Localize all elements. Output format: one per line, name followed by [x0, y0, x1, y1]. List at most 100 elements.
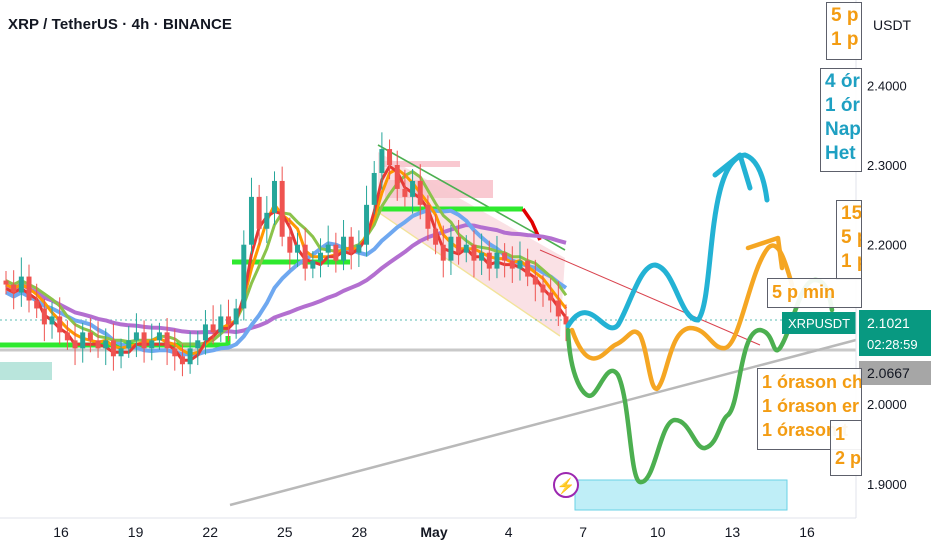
- candle-body: [95, 340, 101, 349]
- candle-body: [156, 332, 162, 341]
- candle-body: [241, 244, 247, 309]
- candle-body: [172, 348, 178, 357]
- x-tick-label: 7: [579, 524, 587, 540]
- symbol-badge: XRPUSDT: [788, 316, 850, 331]
- candle-body: [486, 252, 492, 269]
- scenario-orange-arrow: [745, 235, 785, 271]
- candle-body: [302, 244, 308, 269]
- candle-body: [417, 180, 423, 205]
- annotation-mid-orange: 15 5 p 1 p: [836, 200, 862, 280]
- annotation-hour-box: 1 órason ch 1 órason er 1 órason t: [757, 368, 862, 450]
- candle-body: [295, 244, 301, 253]
- candle-body: [479, 252, 485, 261]
- candle-body: [348, 236, 354, 253]
- candle-body: [118, 348, 124, 357]
- candle-body: [310, 260, 316, 269]
- candle-body: [425, 204, 431, 229]
- x-tick-label: 10: [650, 524, 666, 540]
- candle-body: [264, 212, 270, 229]
- y-tick-label: 2.2000: [867, 238, 907, 253]
- annotation-five-min: 5 p min: [767, 278, 862, 308]
- candle-body: [333, 244, 339, 261]
- candle-body: [341, 236, 347, 261]
- demand-zone: [0, 362, 52, 380]
- candle-body: [371, 172, 377, 205]
- candle-body: [471, 244, 477, 261]
- annotation-line: 15: [841, 203, 862, 224]
- y-tick-label: 2.3000: [867, 158, 907, 173]
- symbol-badge-bg: [782, 312, 856, 334]
- annotation-line: 5 p: [841, 227, 861, 248]
- candle-body: [532, 276, 538, 285]
- candle-body: [133, 332, 139, 341]
- y-tick-label: 2.0000: [867, 397, 907, 412]
- x-tick-label: 19: [128, 524, 144, 540]
- annotation-line: Het: [825, 143, 856, 164]
- price-axis-unit: USDT: [873, 17, 912, 33]
- target-zone: [574, 479, 788, 511]
- candle-body: [34, 300, 40, 309]
- x-tick-label: 28: [352, 524, 368, 540]
- lightning-icon[interactable]: ⚡: [553, 472, 579, 498]
- candle-body: [202, 324, 208, 341]
- price-axis[interactable]: [856, 0, 932, 518]
- candle-body: [26, 276, 32, 301]
- candle-body: [456, 236, 462, 253]
- wedge-lower-line: [377, 211, 561, 337]
- last-price-badge-bg: [859, 310, 931, 356]
- candle-body: [410, 180, 416, 197]
- last-price-badge: 2.1021: [867, 315, 910, 331]
- annotation-line: 2 p: [835, 448, 862, 468]
- rising-trendline: [229, 338, 857, 507]
- ema-blue-line: [5, 208, 568, 357]
- y-tick-label: 1.9000: [867, 477, 907, 492]
- candle-body: [210, 324, 216, 333]
- candle-body: [72, 340, 78, 349]
- candle-body: [271, 180, 277, 213]
- candle-body: [502, 252, 508, 261]
- candle-body: [387, 149, 393, 165]
- candle-body: [448, 236, 454, 261]
- candle-body: [225, 316, 231, 325]
- annotation-line: 1: [835, 424, 846, 444]
- annotation-line: 1 órason er: [762, 396, 860, 416]
- annotation-line: 5 p: [831, 5, 859, 26]
- chart-title: XRP / TetherUS · 4h · BINANCE: [8, 16, 233, 33]
- candle-body: [517, 260, 523, 269]
- candle-body: [379, 149, 385, 173]
- candle-body: [141, 332, 147, 349]
- level-price-badge-bg: [859, 361, 931, 385]
- annotation-line: 1 órason ch: [762, 372, 862, 392]
- candle-body: [57, 316, 63, 333]
- candle-body: [87, 332, 93, 341]
- candle-body: [509, 260, 515, 269]
- candle-body: [256, 196, 262, 229]
- candle-body: [279, 180, 285, 237]
- x-tick-label: 13: [725, 524, 741, 540]
- candle-body: [41, 308, 47, 325]
- annotation-line: 1 ór: [825, 95, 860, 116]
- x-tick-label: 16: [799, 524, 815, 540]
- x-tick-label: 22: [202, 524, 218, 540]
- candle-body: [356, 244, 362, 253]
- annotation-line: 1 órason t: [762, 420, 849, 440]
- candle-body: [3, 280, 9, 285]
- candle-body: [164, 332, 170, 349]
- time-axis[interactable]: [0, 518, 932, 550]
- candle-body: [463, 244, 469, 253]
- time-axis-ticks: 16 19 22 25 28 May 4 7 10 13 16: [53, 524, 815, 540]
- x-tick-label: 25: [277, 524, 293, 540]
- candle-body: [325, 244, 331, 253]
- wedge-upper-line: [377, 144, 566, 251]
- candle-body: [540, 284, 546, 293]
- annotation-line: 4 ór: [825, 71, 860, 92]
- candle-countdown: 02:28:59: [867, 337, 918, 352]
- candle-body: [248, 196, 254, 245]
- candle-body: [233, 308, 239, 325]
- candle-body: [64, 332, 70, 341]
- candle-body: [394, 165, 400, 189]
- candle-body: [494, 252, 500, 269]
- candle-body: [179, 356, 185, 365]
- candle-body: [563, 316, 569, 325]
